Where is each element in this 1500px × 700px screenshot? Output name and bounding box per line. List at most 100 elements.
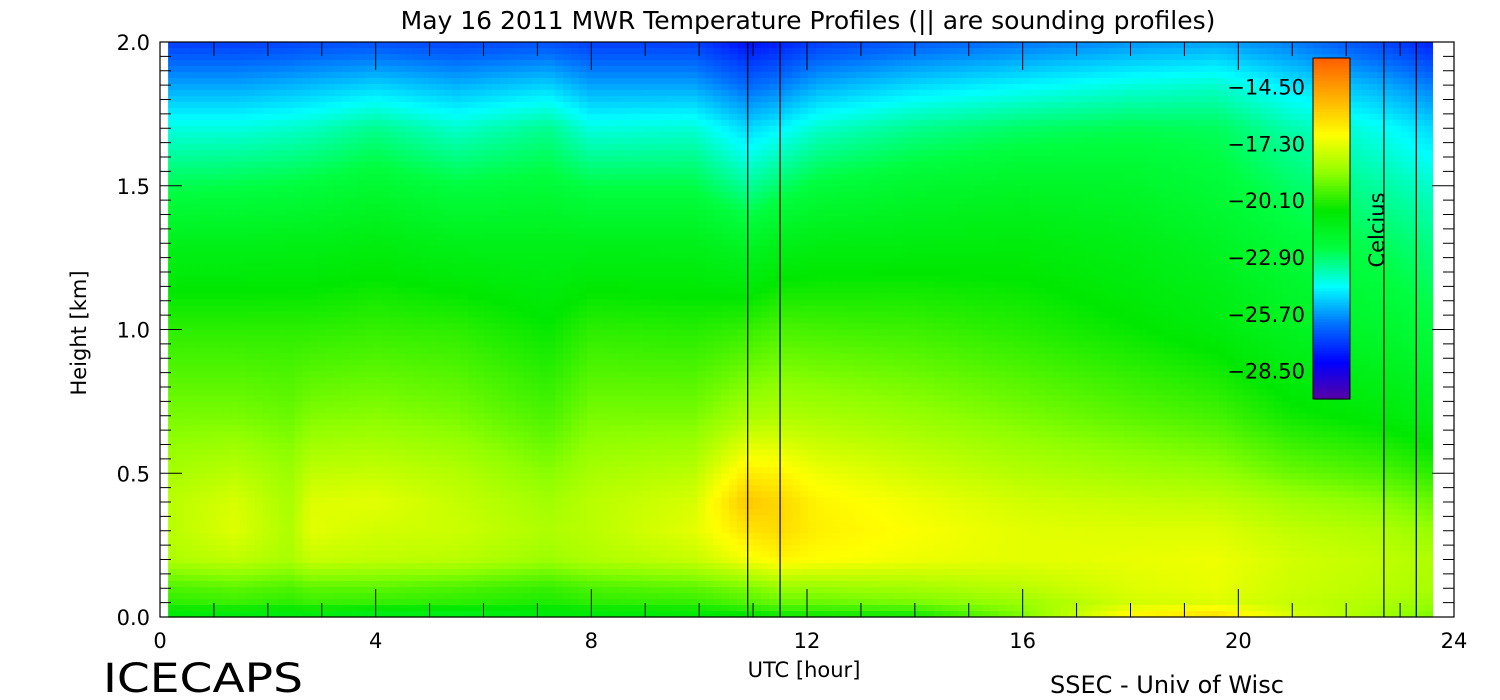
heatmap-cell bbox=[405, 47, 414, 55]
heatmap-cell bbox=[507, 425, 517, 432]
heatmap-cell bbox=[231, 515, 240, 522]
heatmap-cell bbox=[515, 197, 525, 205]
heatmap-cell bbox=[302, 377, 311, 385]
heatmap-cell bbox=[294, 173, 304, 181]
heatmap-cell bbox=[278, 437, 288, 444]
heatmap-cell bbox=[278, 461, 288, 468]
heatmap-cell bbox=[523, 365, 533, 373]
heatmap-cell bbox=[175, 509, 185, 516]
heatmap-cell bbox=[168, 587, 177, 594]
heatmap-cell bbox=[168, 431, 177, 438]
heatmap-cell bbox=[239, 467, 248, 474]
heatmap-cell bbox=[547, 419, 556, 426]
heatmap-cell bbox=[207, 431, 217, 438]
heatmap-cell bbox=[231, 149, 240, 157]
heatmap-cell bbox=[247, 113, 256, 121]
heatmap-cell bbox=[365, 341, 375, 349]
heatmap-cell bbox=[476, 221, 485, 229]
heatmap-cell bbox=[405, 167, 414, 175]
heatmap-cell bbox=[381, 491, 390, 498]
heatmap-cell bbox=[452, 227, 462, 235]
heatmap-cell bbox=[239, 47, 248, 55]
heatmap-cell bbox=[555, 125, 564, 133]
heatmap-cell bbox=[452, 557, 462, 564]
heatmap-cell bbox=[492, 401, 501, 408]
heatmap-cell bbox=[223, 77, 232, 85]
heatmap-cell bbox=[531, 269, 541, 277]
heatmap-cell bbox=[326, 95, 335, 103]
heatmap-cell bbox=[444, 353, 454, 361]
heatmap-cell bbox=[310, 545, 319, 552]
heatmap-cell bbox=[468, 413, 477, 420]
heatmap-cell bbox=[302, 311, 311, 319]
heatmap-cell bbox=[523, 413, 533, 420]
heatmap-cell bbox=[191, 557, 201, 564]
heatmap-cell bbox=[286, 449, 296, 456]
heatmap-cell bbox=[531, 305, 541, 313]
heatmap-cell bbox=[294, 221, 304, 229]
heatmap-cell bbox=[531, 215, 541, 223]
heatmap-cell bbox=[255, 191, 264, 199]
heatmap-cell bbox=[199, 83, 209, 91]
heatmap-cell bbox=[555, 203, 564, 211]
heatmap-cell bbox=[563, 581, 572, 588]
heatmap-cell bbox=[318, 42, 327, 49]
heatmap-cell bbox=[397, 479, 406, 486]
heatmap-cell bbox=[199, 383, 209, 390]
heatmap-cell bbox=[373, 605, 383, 612]
heatmap-cell bbox=[507, 365, 517, 373]
heatmap-cell bbox=[452, 173, 462, 181]
heatmap-cell bbox=[492, 137, 501, 145]
heatmap-cell bbox=[381, 497, 390, 504]
heatmap-cell bbox=[484, 191, 493, 199]
heatmap-cell bbox=[310, 77, 319, 85]
heatmap-cell bbox=[381, 257, 390, 265]
heatmap-cell bbox=[539, 77, 548, 85]
heatmap-cell bbox=[191, 185, 201, 193]
heatmap-cell bbox=[397, 203, 406, 211]
heatmap-cell bbox=[436, 197, 446, 205]
heatmap-cell bbox=[413, 509, 422, 516]
heatmap-cell bbox=[381, 599, 390, 606]
heatmap-cell bbox=[563, 587, 572, 594]
heatmap-cell bbox=[499, 515, 509, 522]
heatmap-cell bbox=[334, 161, 343, 169]
heatmap-cell bbox=[302, 473, 311, 480]
heatmap-cell bbox=[175, 101, 185, 109]
heatmap-cell bbox=[262, 575, 272, 582]
heatmap-cell bbox=[365, 42, 375, 49]
heatmap-cell bbox=[310, 107, 319, 115]
heatmap-cell bbox=[547, 71, 556, 79]
heatmap-cell bbox=[515, 509, 525, 516]
heatmap-cell bbox=[420, 251, 430, 259]
heatmap-cell bbox=[523, 113, 533, 121]
heatmap-cell bbox=[349, 95, 359, 103]
heatmap-cell bbox=[365, 575, 375, 582]
heatmap-cell bbox=[262, 245, 272, 253]
heatmap-cell bbox=[270, 101, 280, 109]
heatmap-cell bbox=[262, 197, 272, 205]
heatmap-cell bbox=[499, 497, 509, 504]
heatmap-cell bbox=[286, 257, 296, 265]
heatmap-cell bbox=[349, 275, 359, 283]
heatmap-cell bbox=[373, 299, 383, 307]
heatmap-cell bbox=[436, 593, 446, 600]
heatmap-cell bbox=[247, 449, 256, 456]
heatmap-cell bbox=[428, 167, 438, 175]
heatmap-cell bbox=[428, 317, 438, 325]
heatmap-cell bbox=[405, 533, 414, 540]
heatmap-cell bbox=[302, 53, 311, 61]
heatmap-cell bbox=[452, 42, 462, 49]
heatmap-cell bbox=[349, 443, 359, 450]
heatmap-cell bbox=[499, 377, 509, 385]
heatmap-cell bbox=[278, 149, 288, 157]
heatmap-cell bbox=[436, 47, 446, 55]
heatmap-cell bbox=[278, 161, 288, 169]
heatmap-cell bbox=[405, 611, 414, 618]
heatmap-cell bbox=[207, 83, 217, 91]
heatmap-cell bbox=[531, 323, 541, 331]
heatmap-cell bbox=[468, 167, 477, 175]
heatmap-cell bbox=[555, 425, 564, 432]
heatmap-cell bbox=[326, 413, 335, 420]
heatmap-cell bbox=[515, 551, 525, 558]
